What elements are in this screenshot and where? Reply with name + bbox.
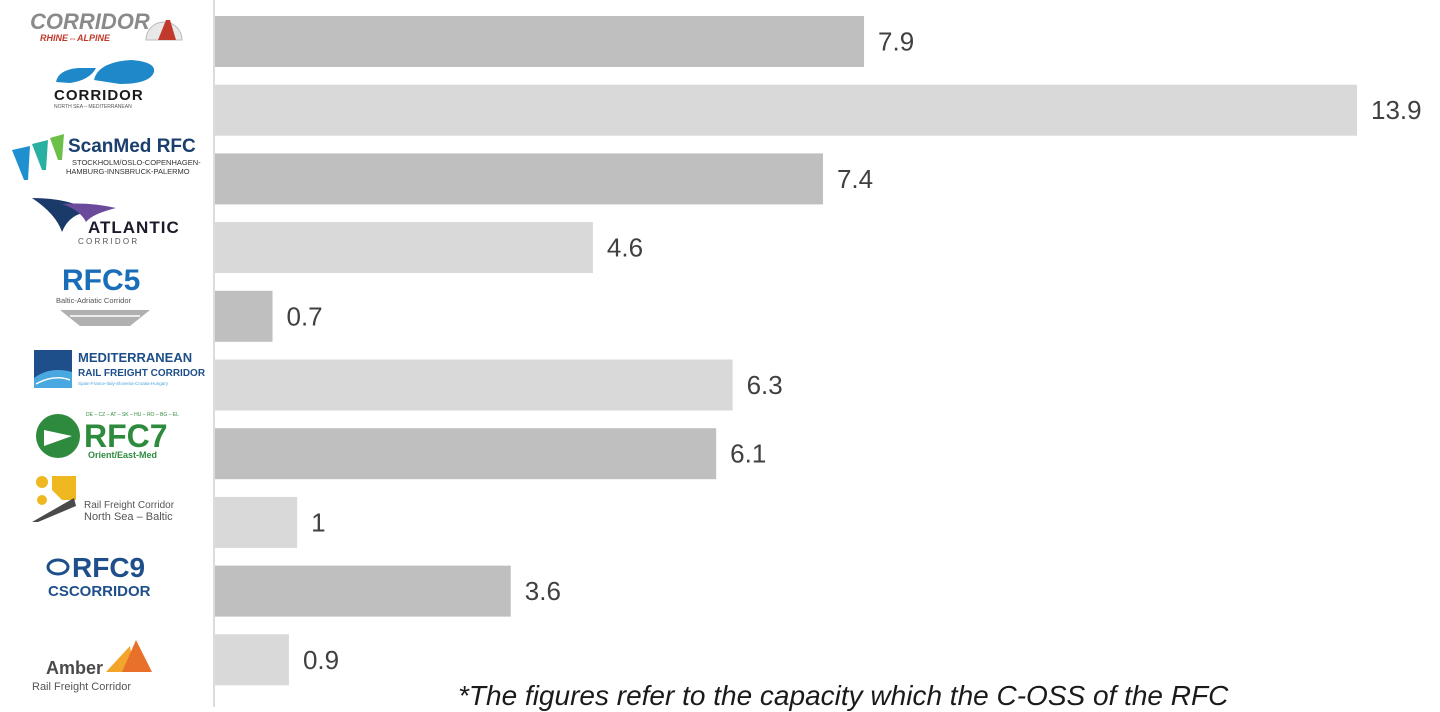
logo-mediterranean: MEDITERRANEAN RAIL FREIGHT CORRIDOR Spai…	[34, 350, 206, 388]
bar-6	[215, 359, 733, 411]
bar-1	[215, 16, 865, 67]
bar-2	[215, 84, 1357, 136]
logo-amber-title: Amber	[46, 658, 103, 678]
wave-icon	[94, 60, 155, 84]
logo-north-sea-baltic: Rail Freight Corridor North Sea – Baltic	[32, 476, 175, 523]
footnote: *The figures refer to the capacity which…	[458, 680, 1229, 711]
stripe-icon	[32, 140, 48, 170]
nsb-dot-icon	[37, 495, 47, 505]
logo-rhine-alpine-sub: RHINE⇔ALPINE	[40, 33, 111, 43]
logo-med-title: MEDITERRANEAN	[78, 350, 192, 365]
logo-amber-sub: Rail Freight Corridor	[32, 681, 131, 693]
bar-value-label-2: 13.9	[1371, 95, 1422, 125]
bar-value-label-8: 1	[311, 507, 325, 537]
nsb-dot-icon	[36, 476, 48, 488]
wave-icon	[56, 68, 96, 83]
bars: 7.9 13.9 7.4 4.6 0.7 6.3 6.1 1 3.6 0.9	[215, 16, 1422, 686]
bar-value-label-9: 3.6	[525, 576, 561, 606]
logo-scanmed-title: ScanMed RFC	[68, 136, 196, 157]
nsb-square-icon	[52, 476, 76, 500]
logo-amber: Amber Rail Freight Corridor	[32, 640, 152, 693]
bar-value-label-6: 6.3	[747, 370, 783, 400]
bar-9	[215, 565, 511, 617]
logo-rfc7-sub: Orient/East-Med	[88, 450, 157, 460]
wave-icon	[34, 370, 72, 388]
logo-med-countries: Spain-France-Italy-Slovenia-Croatia-Hung…	[78, 381, 169, 386]
rails-icon	[60, 310, 150, 326]
bar-8	[215, 496, 298, 548]
logo-rfc7-countries: DE – CZ – AT – SK – HU – RO – BG – EL	[86, 412, 179, 418]
logo-rhine-alpine-title: CORRIDOR	[30, 9, 150, 34]
logo-rfc5-title: RFC5	[62, 264, 140, 297]
bar-4	[215, 222, 593, 274]
bar-value-label-7: 6.1	[730, 439, 766, 469]
logo-north-sea-mediterranean: CORRIDOR NORTH SEA – MEDITERRANEAN	[54, 60, 155, 110]
road-icon	[158, 20, 176, 40]
atlantic-mark-icon	[62, 203, 116, 222]
track-icon	[32, 498, 76, 522]
stripe-icon	[12, 146, 30, 180]
bar-7	[215, 428, 717, 480]
bar-value-label-3: 7.4	[837, 164, 873, 194]
logo-rfc9: RFC9 CSCORRIDOR	[46, 552, 151, 600]
bar-value-label-5: 0.7	[287, 301, 323, 331]
logo-atlantic-title: ATLANTIC	[88, 218, 180, 237]
amber-sail-icon	[122, 640, 152, 672]
rfc9-ring-icon	[46, 558, 70, 576]
logo-rhine-alpine: CORRIDOR RHINE⇔ALPINE	[30, 9, 183, 43]
bar-5	[215, 290, 273, 342]
logo-atlantic: ATLANTIC C O R R I D O R	[32, 198, 180, 246]
logo-nsm-title: CORRIDOR	[54, 87, 144, 104]
logo-rfc7-title: RFC7	[84, 418, 168, 454]
logo-scanmed-sub1: STOCKHOLM/OSLO-COPENHAGEN-	[72, 158, 201, 167]
bar-3	[215, 153, 823, 205]
bar-value-label-10: 0.9	[303, 645, 339, 675]
logo-nsb-sub: North Sea – Baltic	[84, 511, 173, 523]
stripe-icon	[50, 134, 64, 160]
logo-nsm-sub: NORTH SEA – MEDITERRANEAN	[54, 104, 132, 110]
rfc7-arrow-icon	[44, 430, 72, 446]
bar-value-label-4: 4.6	[607, 233, 643, 263]
logo-scanmed: ScanMed RFC STOCKHOLM/OSLO-COPENHAGEN- H…	[12, 134, 201, 180]
bar-10	[215, 634, 289, 686]
logo-nsb-title: Rail Freight Corridor	[84, 500, 175, 511]
bar-value-label-1: 7.9	[878, 27, 914, 57]
wave-icon	[35, 377, 71, 385]
logo-rfc5-sub: Baltic-Adriatic Corridor	[56, 296, 132, 305]
logo-atlantic-sub: C O R R I D O R	[78, 237, 137, 246]
logo-rfc9-title: RFC9	[72, 552, 145, 583]
logo-scanmed-sub2: HAMBURG-INNSBRUCK-PALERMO	[66, 167, 190, 176]
logo-med-sub: RAIL FREIGHT CORRIDOR	[78, 368, 206, 379]
logo-rfc7: DE – CZ – AT – SK – HU – RO – BG – EL RF…	[36, 412, 179, 460]
logo-rfc5: RFC5 Baltic-Adriatic Corridor	[56, 264, 150, 326]
logo-rfc9-sub: CSCORRIDOR	[48, 583, 151, 600]
